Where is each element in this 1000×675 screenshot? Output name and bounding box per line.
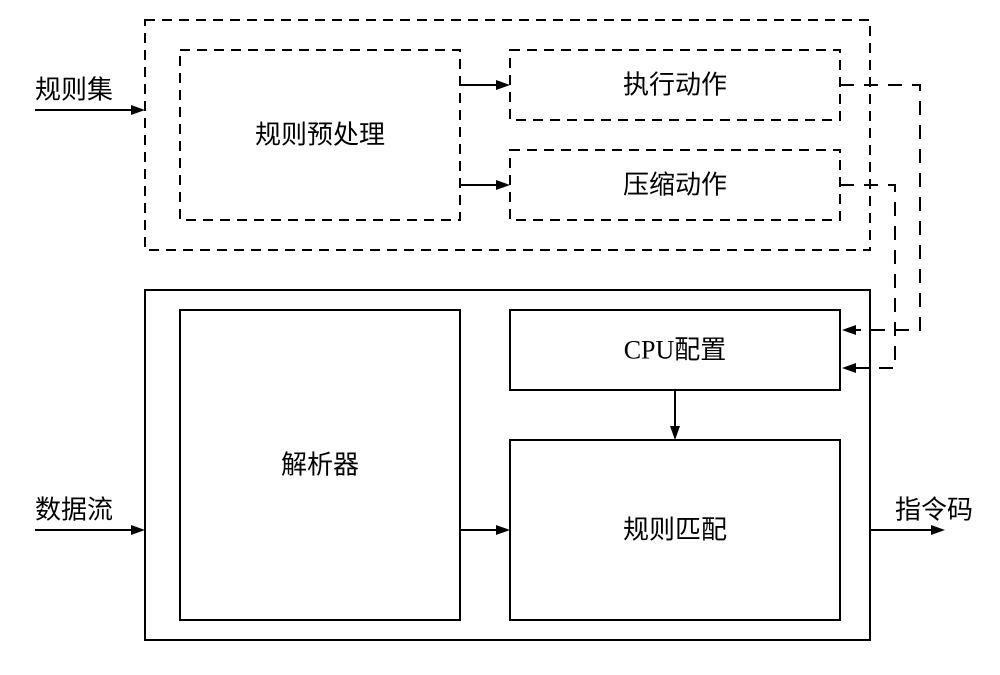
pre_to_exec-head: [496, 80, 510, 90]
execute-action-label: 执行动作: [623, 71, 727, 100]
top-group-box: [145, 20, 870, 250]
bottom-group-box: [145, 290, 870, 640]
rule_set_in-head: [131, 105, 145, 115]
instruction-code-label: 指令码: [895, 496, 973, 525]
comp_to_cpu-head: [842, 363, 856, 373]
cpu-config-label: CPU配置: [624, 336, 727, 365]
data_flow_in-head: [131, 525, 145, 535]
parser-label: 解析器: [281, 451, 359, 480]
arrows-group: [35, 80, 945, 535]
exec_to_cpu-head: [842, 325, 856, 335]
rule-set-label: 规则集: [35, 76, 113, 105]
rule-preprocess-label: 规则预处理: [255, 121, 385, 150]
parser_to_match-head: [496, 525, 510, 535]
flowchart-diagram: 规则预处理 执行动作 压缩动作 解析器 CPU配置 规则匹配 规则集 数据流 指…: [0, 0, 1000, 675]
cpu_to_match-head: [670, 426, 680, 440]
data-flow-label: 数据流: [35, 496, 113, 525]
compress-action-label: 压缩动作: [623, 171, 727, 200]
pre_to_comp-head: [496, 180, 510, 190]
exec_to_cpu-line: [840, 85, 920, 330]
match_out-head: [931, 525, 945, 535]
rule-match-label: 规则匹配: [623, 516, 727, 545]
comp_to_cpu-line: [840, 185, 895, 368]
